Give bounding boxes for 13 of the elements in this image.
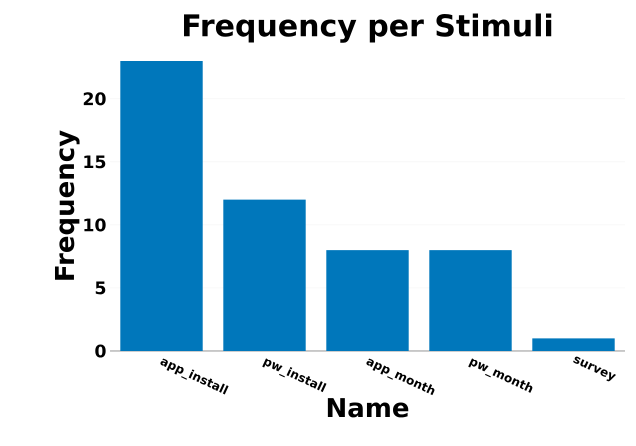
bar [429,250,512,351]
y-tick-label: 20 [84,92,106,106]
y-tick-label: 5 [96,282,106,294]
bar [532,338,615,351]
bar [326,250,409,351]
y-tick-label: 0 [95,344,106,358]
bar [223,200,306,351]
x-axis-title: Name [328,398,408,418]
y-axis-title: Frequency [54,130,80,280]
bar [120,60,203,351]
y-tick-label: 15 [84,155,106,168]
y-tick-label: 10 [84,218,106,232]
chart-title: Frequency per Stimuli [184,14,552,43]
